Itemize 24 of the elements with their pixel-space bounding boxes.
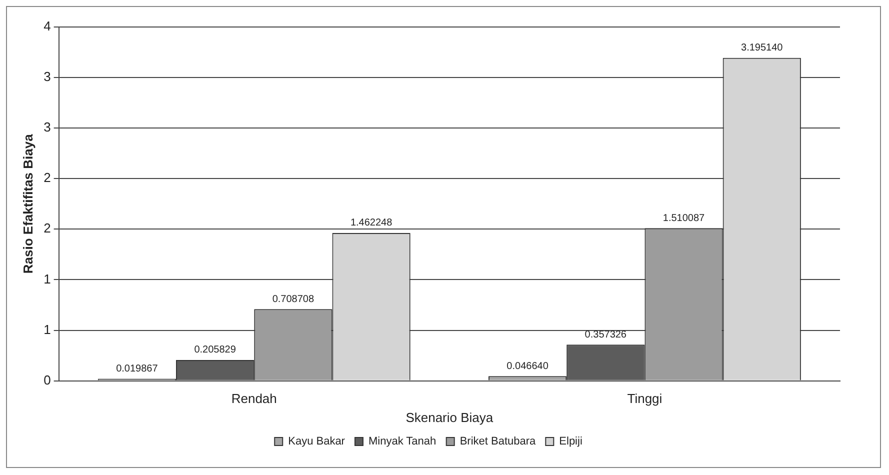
y-tick-label: 2 bbox=[44, 220, 51, 236]
legend-label: Briket Batubara bbox=[460, 436, 537, 448]
data-label: 3.195140 bbox=[741, 42, 784, 54]
data-label: 1.510087 bbox=[662, 212, 706, 224]
data-label: 0.046640 bbox=[506, 360, 549, 372]
y-tick-label: 4 bbox=[44, 18, 51, 34]
y-tick-label: 3 bbox=[44, 120, 51, 135]
data-label: 0.019867 bbox=[116, 364, 158, 375]
data-label: 1.462248 bbox=[350, 218, 393, 229]
data-label: 0.357326 bbox=[584, 329, 627, 340]
x-tick-label: Tinggi bbox=[627, 391, 662, 406]
y-tick-label: 1 bbox=[44, 271, 51, 286]
y-tick-label: 1 bbox=[44, 322, 51, 337]
y-tick-label: 2 bbox=[44, 170, 51, 186]
y-tick-label: 0 bbox=[44, 372, 51, 388]
y-tick-label: 3 bbox=[44, 69, 51, 84]
legend-label: Minyak Tanah bbox=[368, 436, 436, 448]
data-label: 0.708708 bbox=[272, 294, 314, 305]
x-axis-title: Skenario Biaya bbox=[406, 410, 494, 425]
legend-label: Elpiji bbox=[559, 436, 582, 448]
y-axis-title: Rasio Efaktifitas Biaya bbox=[20, 133, 36, 274]
x-tick-label: Rendah bbox=[231, 391, 277, 406]
data-label: 0.205829 bbox=[194, 344, 236, 356]
legend-label: Kayu Bakar bbox=[288, 436, 346, 448]
